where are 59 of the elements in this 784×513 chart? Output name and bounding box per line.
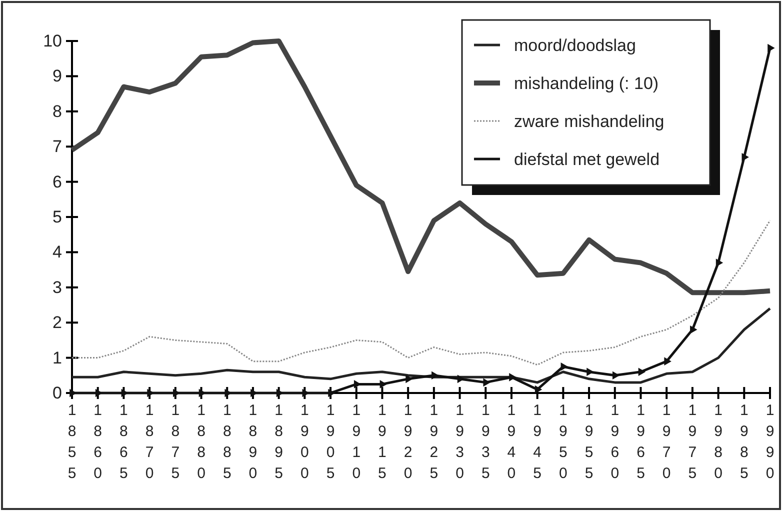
legend-label: mishandeling (: 10) bbox=[514, 74, 659, 93]
x-tick-label: 1955 bbox=[584, 402, 594, 482]
x-tick-label: 1870 bbox=[145, 402, 154, 482]
x-tick-label: 1935 bbox=[481, 402, 490, 482]
x-tick-label: 1950 bbox=[559, 402, 568, 482]
x-tick-label: 1930 bbox=[456, 402, 464, 482]
x-tick-label: 1965 bbox=[636, 402, 645, 482]
x-tick-label: 1920 bbox=[404, 402, 412, 482]
x-tick-label: 1895 bbox=[274, 402, 283, 482]
x-tick-label: 1865 bbox=[120, 402, 128, 482]
line-series bbox=[71, 220, 771, 366]
x-tick-label: 1915 bbox=[378, 402, 386, 482]
y-tick-label: 3 bbox=[52, 278, 62, 297]
x-tick-label: 1880 bbox=[197, 402, 206, 482]
point bbox=[483, 378, 490, 387]
y-tick-label: 1 bbox=[52, 348, 62, 368]
point bbox=[380, 380, 388, 388]
x-tick-label: 1885 bbox=[222, 402, 232, 482]
point bbox=[406, 374, 413, 384]
y-tick-label: 5 bbox=[52, 207, 62, 226]
point bbox=[586, 368, 594, 376]
x-tick-label: 1980 bbox=[714, 402, 722, 482]
legend-label: moord/doodslag bbox=[514, 36, 636, 55]
x-tick-label: 1855 bbox=[68, 402, 76, 482]
y-tick-label: 7 bbox=[52, 137, 62, 156]
y-tick-label: 6 bbox=[52, 172, 62, 192]
y-tick-label: 9 bbox=[52, 66, 62, 86]
x-tick-label: 1910 bbox=[352, 402, 361, 482]
x-tick-label: 1900 bbox=[300, 402, 309, 482]
x-tick-label: 1990 bbox=[766, 402, 774, 482]
x-tick-label: 1905 bbox=[326, 402, 335, 482]
x-tick-label: 1940 bbox=[507, 402, 516, 482]
point bbox=[664, 357, 672, 366]
y-tick-label: 2 bbox=[52, 313, 62, 332]
y-tick-label: 4 bbox=[52, 242, 62, 262]
x-tick-label: 1945 bbox=[533, 402, 542, 482]
y-tick-label: 10 bbox=[43, 31, 62, 50]
x-tick-label: 1970 bbox=[662, 402, 671, 482]
y-tick-label: 0 bbox=[52, 383, 62, 402]
point bbox=[560, 362, 568, 371]
y-tick-label: 8 bbox=[52, 102, 62, 121]
point bbox=[509, 373, 516, 382]
point bbox=[768, 44, 775, 52]
x-tick-label: 1860 bbox=[94, 402, 102, 482]
x-tick-label: 1975 bbox=[688, 402, 697, 482]
point bbox=[534, 385, 542, 394]
point bbox=[690, 325, 698, 334]
legend-label: diefstal met geweld bbox=[514, 150, 660, 169]
x-tick-label: 1985 bbox=[740, 402, 748, 482]
x-tick-label: 1890 bbox=[248, 402, 258, 482]
legend-label: zware mishandeling bbox=[514, 112, 664, 131]
point bbox=[638, 368, 646, 376]
x-tick-label: 1875 bbox=[171, 402, 180, 482]
x-tick-label: 1925 bbox=[430, 402, 438, 482]
point bbox=[432, 371, 439, 380]
x-tick-label: 1960 bbox=[610, 402, 620, 482]
point bbox=[716, 258, 724, 267]
point bbox=[742, 153, 749, 162]
point bbox=[328, 388, 336, 398]
